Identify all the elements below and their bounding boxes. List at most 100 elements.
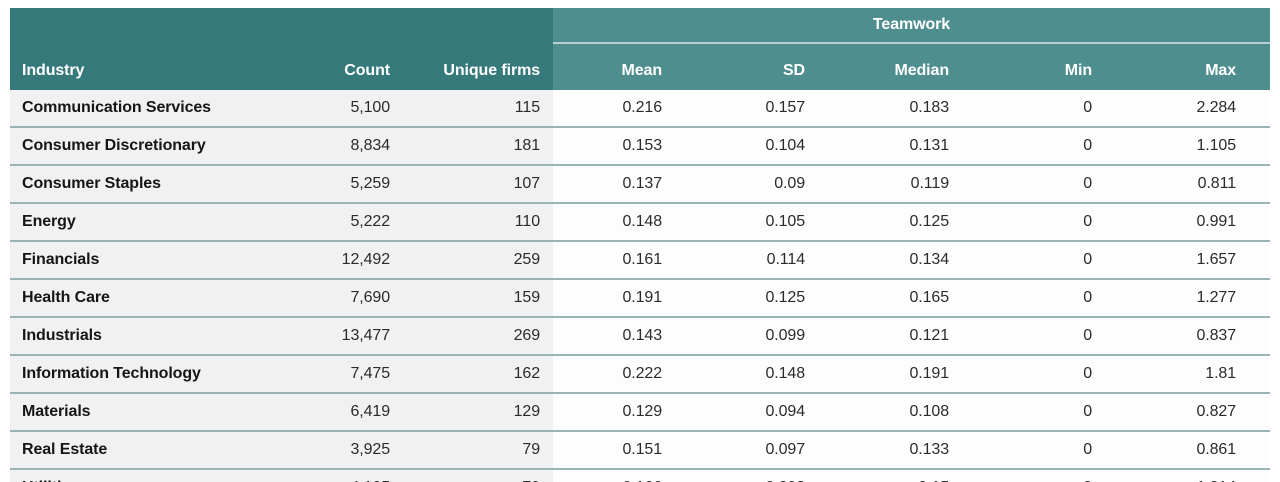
count-cell: 6,419 [302, 393, 392, 432]
industry-cell: Health Care [10, 279, 302, 318]
col-header-unique-firms: Unique firms [392, 8, 553, 90]
max-cell: 1.105 [1126, 127, 1271, 166]
sd-cell: 0.09 [696, 165, 839, 204]
median-cell: 0.191 [839, 355, 983, 394]
min-cell: 0 [983, 90, 1126, 128]
min-cell: 0 [983, 127, 1126, 166]
col-header-industry: Industry [10, 8, 302, 90]
table-row: Real Estate 3,925 79 0.151 0.097 0.133 0… [10, 431, 1271, 470]
min-cell: 0 [983, 317, 1126, 356]
unique-firms-cell: 79 [392, 469, 553, 482]
industry-cell: Information Technology [10, 355, 302, 394]
table-row: Health Care 7,690 159 0.191 0.125 0.165 … [10, 279, 1271, 318]
count-cell: 3,925 [302, 431, 392, 470]
table-header: Industry Count Unique firms Teamwork Mea… [10, 8, 1271, 90]
industry-teamwork-table: Industry Count Unique firms Teamwork Mea… [10, 8, 1271, 482]
unique-firms-cell: 259 [392, 241, 553, 280]
count-cell: 5,222 [302, 203, 392, 242]
mean-cell: 0.148 [553, 203, 696, 242]
unique-firms-cell: 129 [392, 393, 553, 432]
unique-firms-cell: 115 [392, 90, 553, 128]
table-row: Communication Services 5,100 115 0.216 0… [10, 90, 1271, 128]
table-row: Consumer Discretionary 8,834 181 0.153 0… [10, 127, 1271, 166]
median-cell: 0.131 [839, 127, 983, 166]
table-row: Consumer Staples 5,259 107 0.137 0.09 0.… [10, 165, 1271, 204]
table-row: Industrials 13,477 269 0.143 0.099 0.121… [10, 317, 1271, 356]
max-cell: 0.827 [1126, 393, 1271, 432]
unique-firms-cell: 162 [392, 355, 553, 394]
min-cell: 0 [983, 393, 1126, 432]
count-cell: 13,477 [302, 317, 392, 356]
min-cell: 0 [983, 241, 1126, 280]
sub-header-row: Mean SD Median Min Max [10, 43, 1271, 90]
mean-cell: 0.137 [553, 165, 696, 204]
count-cell: 7,690 [302, 279, 392, 318]
table-body: Communication Services 5,100 115 0.216 0… [10, 90, 1271, 482]
max-cell: 1.277 [1126, 279, 1271, 318]
sd-cell: 0.157 [696, 90, 839, 128]
median-cell: 0.119 [839, 165, 983, 204]
mean-cell: 0.166 [553, 469, 696, 482]
table-row: Information Technology 7,475 162 0.222 0… [10, 355, 1271, 394]
sd-cell: 0.098 [696, 469, 839, 482]
min-cell: 0 [983, 469, 1126, 482]
unique-firms-cell: 181 [392, 127, 553, 166]
col-header-min: Min [983, 43, 1126, 90]
count-cell: 5,259 [302, 165, 392, 204]
industry-cell: Energy [10, 203, 302, 242]
count-cell: 8,834 [302, 127, 392, 166]
col-header-count: Count [302, 8, 392, 90]
max-cell: 0.837 [1126, 317, 1271, 356]
table-row: Utilities 4,105 79 0.166 0.098 0.15 0 1.… [10, 469, 1271, 482]
col-header-median: Median [839, 43, 983, 90]
min-cell: 0 [983, 165, 1126, 204]
industry-cell: Real Estate [10, 431, 302, 470]
industry-cell: Financials [10, 241, 302, 280]
min-cell: 0 [983, 279, 1126, 318]
sd-cell: 0.125 [696, 279, 839, 318]
max-cell: 1.657 [1126, 241, 1271, 280]
mean-cell: 0.216 [553, 90, 696, 128]
max-cell: 0.991 [1126, 203, 1271, 242]
min-cell: 0 [983, 355, 1126, 394]
unique-firms-cell: 159 [392, 279, 553, 318]
mean-cell: 0.129 [553, 393, 696, 432]
col-header-max: Max [1126, 43, 1271, 90]
mean-cell: 0.143 [553, 317, 696, 356]
median-cell: 0.121 [839, 317, 983, 356]
unique-firms-cell: 107 [392, 165, 553, 204]
mean-cell: 0.222 [553, 355, 696, 394]
unique-firms-cell: 110 [392, 203, 553, 242]
min-cell: 0 [983, 431, 1126, 470]
sd-cell: 0.104 [696, 127, 839, 166]
table-row: Energy 5,222 110 0.148 0.105 0.125 0 0.9… [10, 203, 1271, 242]
median-cell: 0.125 [839, 203, 983, 242]
median-cell: 0.133 [839, 431, 983, 470]
col-header-mean: Mean [553, 43, 696, 90]
industry-cell: Utilities [10, 469, 302, 482]
max-cell: 2.284 [1126, 90, 1271, 128]
industry-cell: Communication Services [10, 90, 302, 128]
group-header-teamwork: Teamwork [553, 8, 1271, 44]
group-header-row: Industry Count Unique firms Teamwork [10, 8, 1271, 90]
industry-cell: Consumer Staples [10, 165, 302, 204]
table-row: Financials 12,492 259 0.161 0.114 0.134 … [10, 241, 1271, 280]
industry-cell: Consumer Discretionary [10, 127, 302, 166]
max-cell: 1.314 [1126, 469, 1271, 482]
count-cell: 5,100 [302, 90, 392, 128]
industry-cell: Materials [10, 393, 302, 432]
max-cell: 1.81 [1126, 355, 1271, 394]
min-cell: 0 [983, 203, 1126, 242]
count-cell: 4,105 [302, 469, 392, 482]
median-cell: 0.165 [839, 279, 983, 318]
sd-cell: 0.114 [696, 241, 839, 280]
industry-cell: Industrials [10, 317, 302, 356]
mean-cell: 0.151 [553, 431, 696, 470]
max-cell: 0.861 [1126, 431, 1271, 470]
mean-cell: 0.153 [553, 127, 696, 166]
mean-cell: 0.161 [553, 241, 696, 280]
unique-firms-cell: 269 [392, 317, 553, 356]
mean-cell: 0.191 [553, 279, 696, 318]
count-cell: 7,475 [302, 355, 392, 394]
sd-cell: 0.097 [696, 431, 839, 470]
